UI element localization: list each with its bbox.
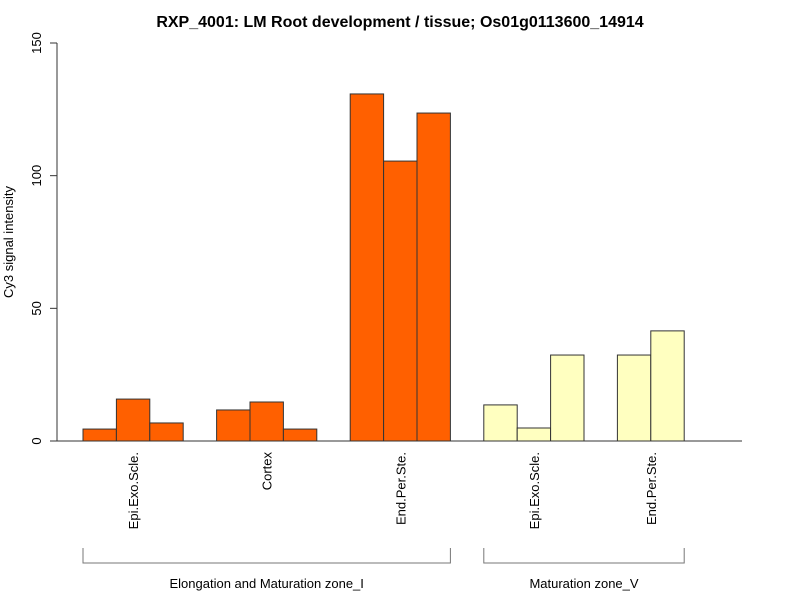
chart-title: RXP_4001: LM Root development / tissue; … [156, 14, 643, 31]
bars [82, 93, 685, 442]
bar [249, 401, 284, 442]
bar [650, 330, 685, 442]
category-labels: Epi.Exo.Scle. Cortex End.Per.Ste. Epi.Exo.S… [126, 452, 659, 530]
x-tick-label: Epi.Exo.Scle. [126, 452, 141, 529]
bar [282, 428, 318, 442]
x-tick-label: Epi.Exo.Scle. [527, 452, 542, 529]
y-tick-label: 0 [29, 437, 44, 444]
bar [416, 112, 451, 442]
y-axis-label: Cy3 signal intensity [1, 186, 16, 298]
bar [349, 93, 385, 442]
group-label: Maturation zone_V [529, 576, 638, 591]
x-tick-label: End.Per.Ste. [644, 452, 659, 525]
bar [149, 422, 184, 442]
x-tick-label: End.Per.Ste. [393, 452, 408, 525]
group-brackets: Elongation and Maturation zone_I Maturati… [82, 548, 685, 591]
group-bracket [82, 548, 451, 564]
y-axis: 0 50 100 150 [29, 32, 58, 445]
bar [550, 354, 585, 442]
bar [82, 428, 117, 442]
y-tick-label: 50 [29, 301, 44, 315]
bar [115, 398, 151, 442]
group-bracket [483, 548, 685, 564]
x-tick-label: Cortex [260, 452, 275, 491]
group-label: Elongation and Maturation zone_I [169, 576, 363, 591]
bar [483, 404, 518, 442]
y-tick-label: 150 [29, 32, 44, 54]
bar [383, 160, 418, 442]
y-tick-label: 100 [29, 165, 44, 187]
bar [216, 409, 251, 442]
bar [616, 354, 652, 442]
bar [516, 427, 552, 442]
